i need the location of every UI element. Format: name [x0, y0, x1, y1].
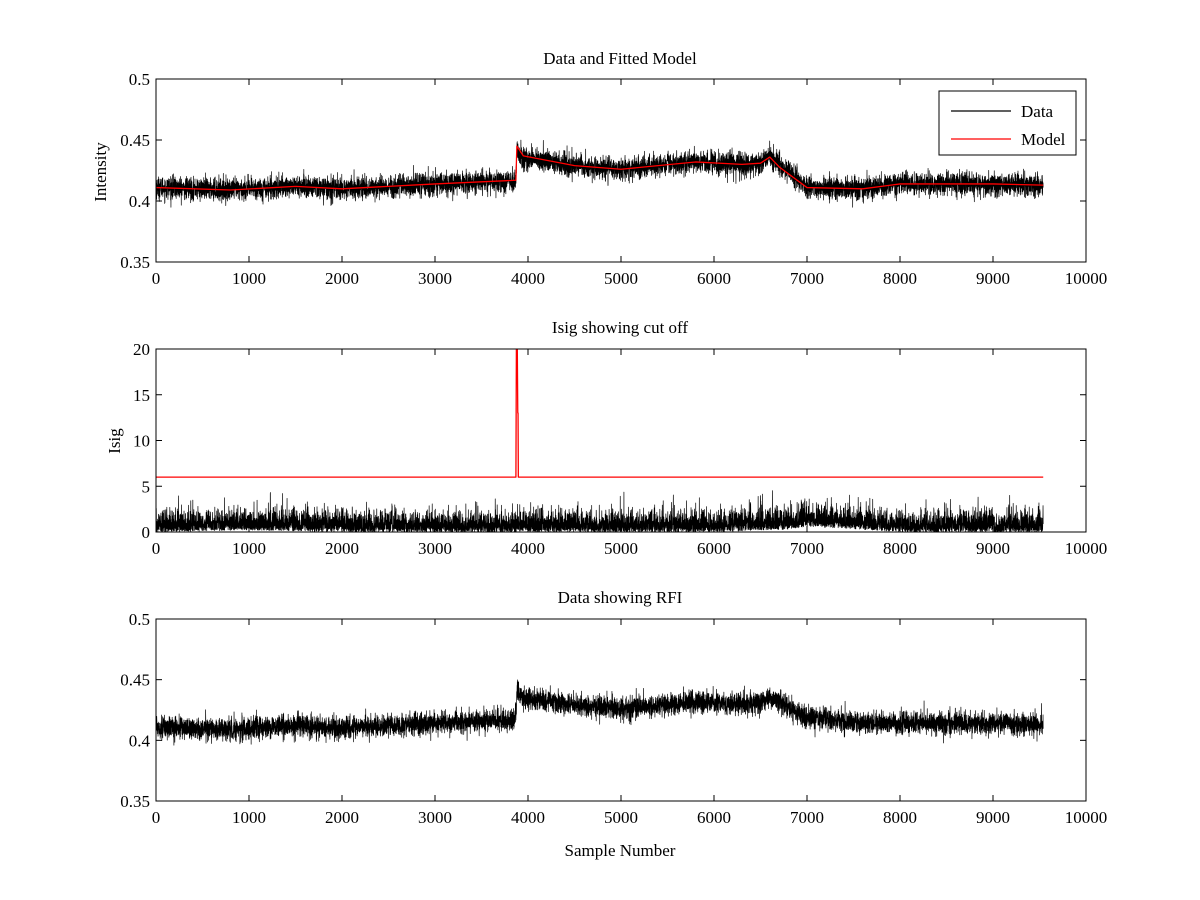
series-line-isig: [156, 490, 1044, 532]
panel-1-plot-area: 0 1000 2000 3000 4000 5000 6000 7000 8000 9000 100…: [120, 70, 1107, 288]
y-tick-label: 0.4: [129, 192, 151, 211]
x-tick-label: 9000: [976, 269, 1010, 288]
x-tick-label: 3000: [418, 269, 452, 288]
x-tick-label: 0: [152, 808, 161, 827]
panel-3-title: Data showing RFI: [558, 588, 683, 607]
x-tick-label: 1000: [232, 539, 266, 558]
y-tick-label: 0.5: [129, 610, 150, 629]
series-line-data: [156, 679, 1044, 746]
legend-model-label: Model: [1021, 130, 1066, 149]
x-tick-label: 10000: [1065, 539, 1108, 558]
series-group: [156, 349, 1044, 532]
y-tick-label: 0.4: [129, 731, 151, 750]
x-tick-label: 7000: [790, 808, 824, 827]
x-tick-label: 0: [152, 269, 161, 288]
x-tick-label: 5000: [604, 808, 638, 827]
y-tick-label: 0.5: [129, 70, 150, 89]
x-tick-label: 9000: [976, 539, 1010, 558]
x-tick-label: 6000: [697, 539, 731, 558]
x-tick-label: 7000: [790, 539, 824, 558]
x-tick-label: 3000: [418, 808, 452, 827]
x-tick-label: 8000: [883, 269, 917, 288]
panel-2-plot-area: 0 1000 2000 3000 4000 5000 6000 7000 8000 9000 100…: [133, 340, 1107, 558]
x-tick-label: 1000: [232, 808, 266, 827]
series-group: [156, 139, 1044, 208]
x-tick-label: 8000: [883, 808, 917, 827]
x-tick-label: 4000: [511, 539, 545, 558]
panel-3-plot-area: 0 1000 2000 3000 4000 5000 6000 7000 8000 9000 100…: [120, 610, 1107, 827]
panel-data-showing-rfi: Data showing RFI 0 1000 2000 3000 4000 5000 60…: [120, 588, 1107, 860]
y-tick-label: 0: [142, 523, 151, 542]
y-tick-label: 5: [142, 477, 151, 496]
panel-data-and-fitted-model: Data and Fitted Model Intensity 0 1000 200…: [91, 49, 1107, 288]
x-tick-label: 6000: [697, 269, 731, 288]
y-tick-label: 10: [133, 432, 150, 451]
panel-2-ylabel: Isig: [105, 428, 124, 454]
y-tick-label: 20: [133, 340, 150, 359]
series-group: [156, 679, 1044, 746]
x-tick-label: 4000: [511, 808, 545, 827]
x-tick-label: 3000: [418, 539, 452, 558]
x-tick-label: 2000: [325, 269, 359, 288]
x-tick-label: 6000: [697, 808, 731, 827]
legend-data-label: Data: [1021, 102, 1054, 121]
series-line-model: [156, 145, 1044, 191]
x-tick-label: 9000: [976, 808, 1010, 827]
x-tick-label: 5000: [604, 539, 638, 558]
panel-isig-showing-cut-off: Isig showing cut off Isig 0 1000 2000 3000 4…: [105, 318, 1107, 558]
x-tick-label: 7000: [790, 269, 824, 288]
x-tick-label: 2000: [325, 539, 359, 558]
x-tick-label: 4000: [511, 269, 545, 288]
x-tick-label: 1000: [232, 269, 266, 288]
y-tick-label: 0.45: [120, 671, 150, 690]
y-tick-label: 0.45: [120, 131, 150, 150]
panel-2-title: Isig showing cut off: [552, 318, 688, 337]
y-tick-label: 15: [133, 386, 150, 405]
panel-1-ylabel: Intensity: [91, 142, 110, 202]
x-tick-label: 2000: [325, 808, 359, 827]
x-tick-label: 5000: [604, 269, 638, 288]
panel-1-legend: Data Model: [938, 90, 1077, 156]
x-tick-label: 10000: [1065, 808, 1108, 827]
y-tick-label: 0.35: [120, 792, 150, 811]
series-line-cut-off: [156, 349, 1044, 478]
panel-3-xlabel: Sample Number: [565, 841, 676, 860]
panel-1-title: Data and Fitted Model: [543, 49, 697, 68]
x-tick-label: 8000: [883, 539, 917, 558]
x-tick-label: 10000: [1065, 269, 1108, 288]
legend-box: [938, 90, 1077, 156]
y-tick-label: 0.35: [120, 253, 150, 272]
x-tick-label: 0: [152, 539, 161, 558]
